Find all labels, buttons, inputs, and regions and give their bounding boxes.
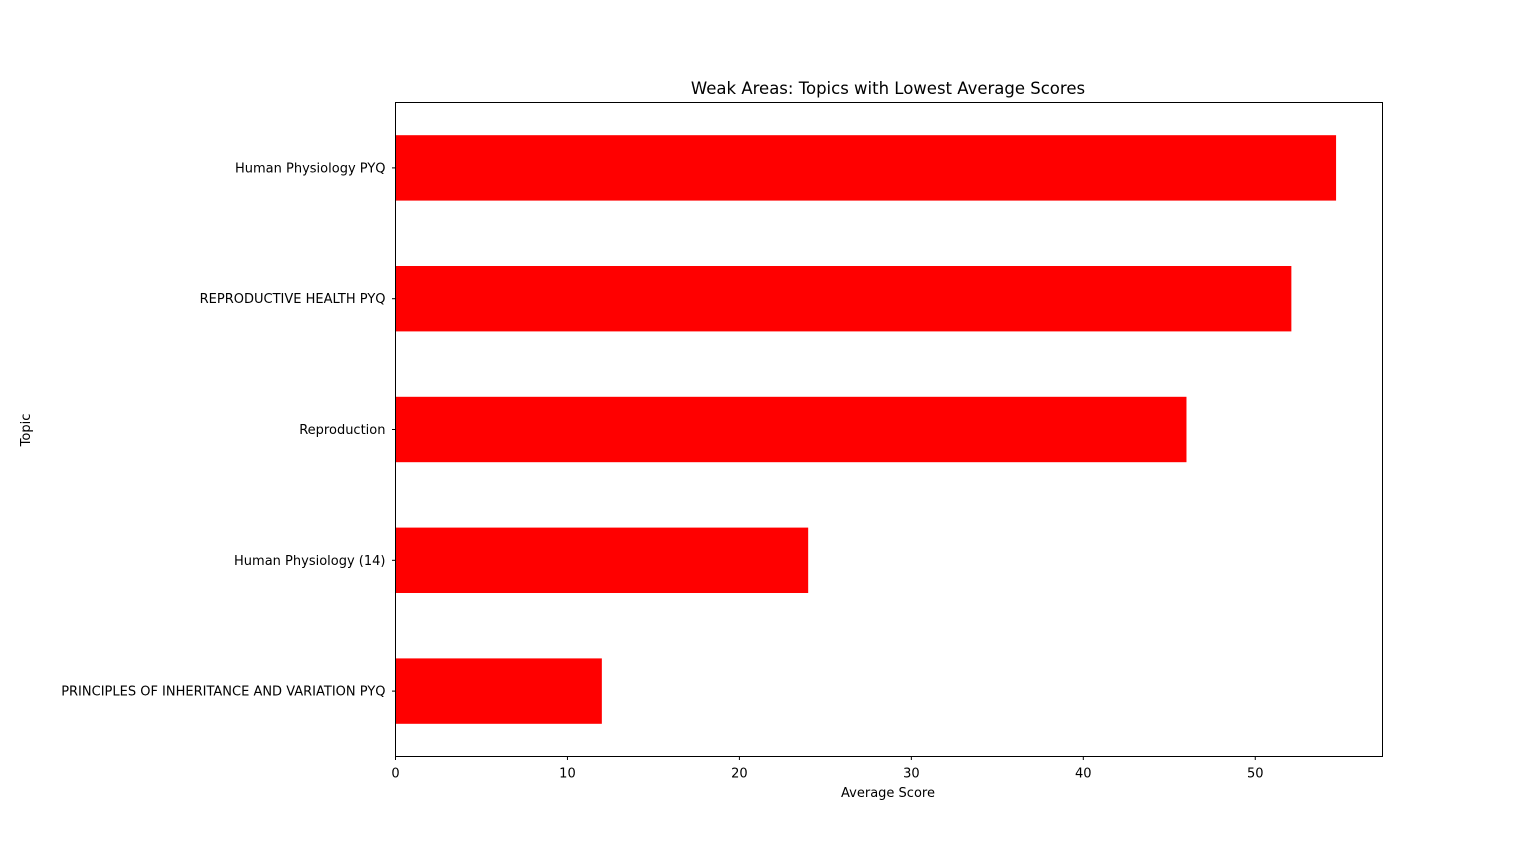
y-tick-label: REPRODUCTIVE HEALTH PYQ: [200, 292, 386, 307]
y-tick-label: Reproduction: [299, 423, 385, 438]
x-tick-label: 0: [391, 767, 399, 782]
x-axis-ticks: 0 10 20 30 40 50: [391, 756, 1264, 782]
bar-5: [395, 135, 1337, 201]
x-tick-label: 20: [731, 767, 748, 782]
chart-title: Weak Areas: Topics with Lowest Average S…: [691, 79, 1085, 98]
x-tick-label: 10: [559, 767, 576, 782]
y-axis-title: Topic: [19, 414, 34, 448]
bar-1: [395, 658, 602, 724]
bar-4: [395, 266, 1292, 332]
x-tick-label: 30: [903, 767, 920, 782]
x-tick-label: 40: [1075, 767, 1092, 782]
x-tick-label: 50: [1247, 767, 1264, 782]
y-tick-label: Human Physiology (14): [234, 554, 385, 569]
bars-layer: [395, 135, 1337, 724]
bar-2: [395, 527, 809, 593]
x-axis-title: Average Score: [841, 786, 935, 801]
y-tick-label: Human Physiology PYQ: [235, 161, 386, 176]
y-axis-ticks: PRINCIPLES OF INHERITANCE AND VARIATION …: [61, 161, 396, 700]
bar-3: [395, 396, 1187, 463]
y-tick-label: PRINCIPLES OF INHERITANCE AND VARIATION …: [61, 685, 385, 700]
